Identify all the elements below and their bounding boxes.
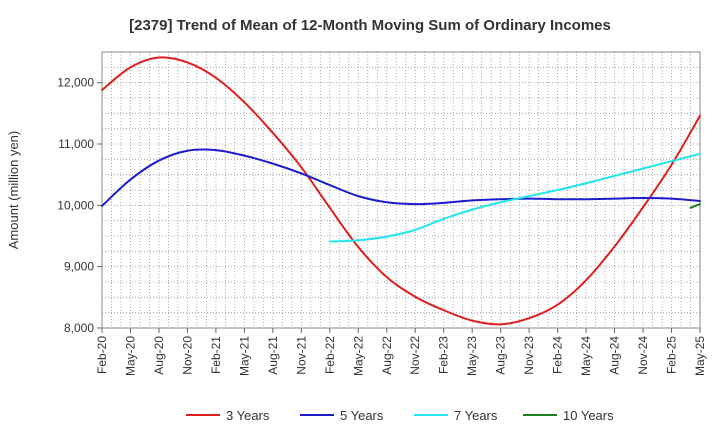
series-line-5-years bbox=[101, 148, 701, 207]
x-tick-label: Feb-23 bbox=[437, 336, 451, 374]
series-line-10-years bbox=[689, 203, 701, 209]
x-tick-label: Aug-23 bbox=[494, 336, 508, 375]
x-tick-label: Feb-25 bbox=[665, 336, 679, 374]
chart-title: [2379] Trend of Mean of 12-Month Moving … bbox=[129, 17, 611, 34]
x-tick-label: Aug-20 bbox=[152, 336, 166, 375]
x-tick-label: Aug-22 bbox=[380, 336, 394, 375]
legend: 3 Years 5 Years 7 Years 10 Years bbox=[186, 408, 614, 423]
x-tick-label: May-21 bbox=[237, 336, 251, 376]
series-line-3-years bbox=[101, 56, 701, 326]
legend-label: 5 Years bbox=[340, 408, 384, 423]
grid bbox=[102, 52, 700, 328]
x-tick-label: Nov-23 bbox=[522, 336, 536, 375]
x-tick-label: Feb-20 bbox=[95, 336, 109, 374]
series-line-7-years bbox=[328, 152, 701, 243]
y-tick-label: 8,000 bbox=[64, 321, 94, 335]
x-tick-label: Nov-24 bbox=[636, 336, 650, 375]
x-tick-label: Feb-24 bbox=[551, 336, 565, 374]
x-tick-label: May-22 bbox=[351, 336, 365, 376]
y-tick-label: 11,000 bbox=[58, 137, 94, 151]
x-tick-label: Nov-21 bbox=[294, 336, 308, 375]
legend-label: 3 Years bbox=[226, 408, 270, 423]
x-tick-label: Nov-22 bbox=[408, 336, 422, 375]
y-axis: 8,000 9,000 10,000 11,000 12,000 bbox=[57, 76, 102, 335]
x-tick-label: May-25 bbox=[693, 336, 707, 376]
x-tick-label: May-23 bbox=[465, 336, 479, 376]
x-tick-label: May-24 bbox=[579, 336, 593, 376]
y-tick-label: 10,000 bbox=[57, 198, 94, 212]
x-tick-label: Feb-22 bbox=[323, 336, 337, 374]
x-tick-label: Aug-21 bbox=[266, 336, 280, 375]
x-tick-label: Nov-20 bbox=[180, 336, 194, 375]
y-tick-label: 12,000 bbox=[57, 76, 94, 90]
y-axis-label: Amount (million yen) bbox=[6, 131, 21, 250]
x-tick-label: May-20 bbox=[123, 336, 137, 376]
legend-label: 7 Years bbox=[454, 408, 498, 423]
plot-area bbox=[101, 51, 701, 329]
x-axis: Feb-20 May-20 Aug-20 Nov-20 Feb-21 May-21 Aug-… bbox=[95, 328, 707, 376]
legend-label: 10 Years bbox=[563, 408, 614, 423]
x-tick-label: Feb-21 bbox=[209, 336, 223, 374]
x-tick-label: Aug-24 bbox=[608, 336, 622, 375]
series-lines bbox=[101, 56, 701, 326]
y-tick-label: 9,000 bbox=[64, 260, 94, 274]
